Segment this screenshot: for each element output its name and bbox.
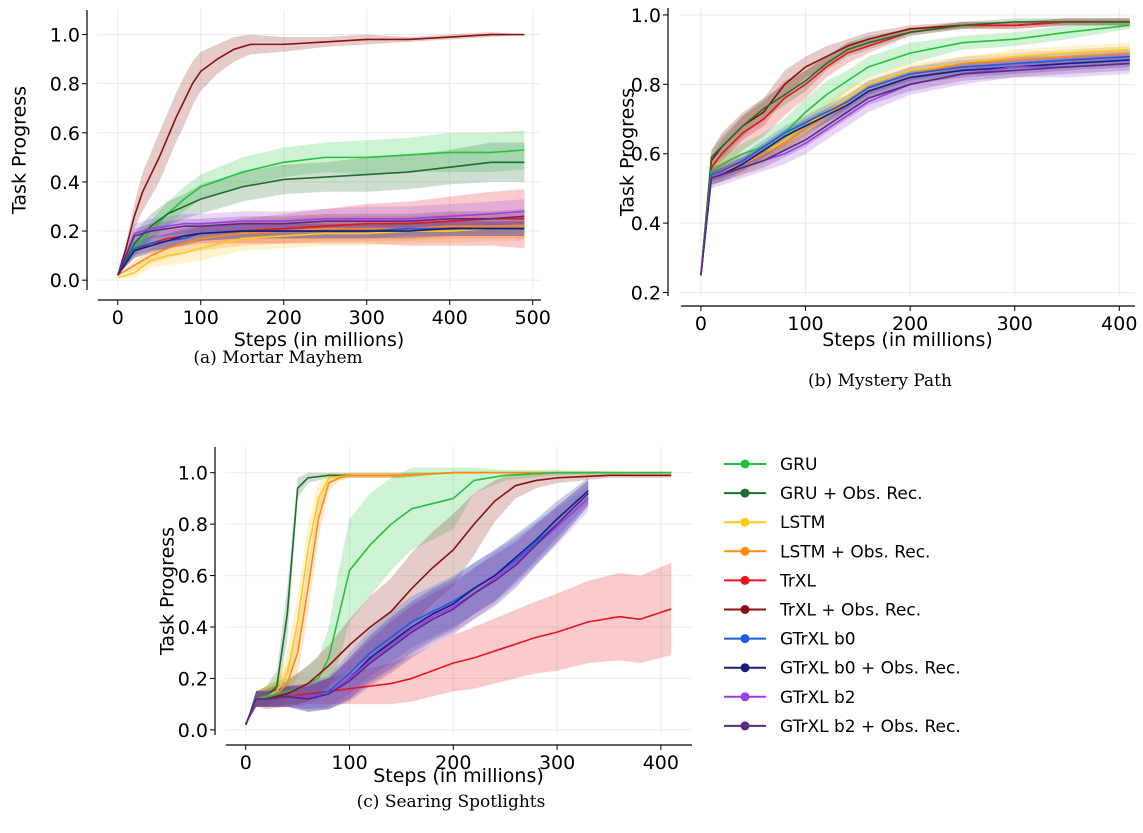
series-band <box>245 472 672 725</box>
legend-label: LSTM + Obs. Rec. <box>780 542 930 562</box>
series-band <box>245 477 589 725</box>
x-tick-label: 400 <box>643 752 679 774</box>
series-band <box>700 56 1130 276</box>
y-tick-label: 0.8 <box>631 74 661 96</box>
legend-label: TrXL + Obs. Rec. <box>779 601 921 621</box>
y-tick-label: 0.6 <box>178 566 208 588</box>
series-band <box>245 562 672 725</box>
legend-label: GTrXL b0 <box>780 630 856 650</box>
y-tick-label: 0.2 <box>178 668 208 690</box>
panel-caption: (a) Mortar Mayhem <box>193 348 362 368</box>
series-line <box>117 215 525 276</box>
legend-label: LSTM <box>780 513 825 533</box>
y-tick-label: 1.0 <box>50 25 80 47</box>
y-tick-label: 0.0 <box>178 720 208 742</box>
x-tick-label: 0 <box>112 307 124 329</box>
legend-marker <box>740 575 750 585</box>
legend-marker <box>740 517 750 527</box>
series-line <box>117 227 525 279</box>
series-line <box>116 33 525 276</box>
x-tick-label: 200 <box>435 752 471 774</box>
series-line <box>245 492 589 726</box>
x-tick-label: 500 <box>515 307 551 329</box>
x-tick-label: 0 <box>240 752 252 774</box>
x-tick-label: 300 <box>349 307 385 329</box>
legend-marker <box>740 692 750 702</box>
series-band <box>245 480 589 725</box>
legend-marker <box>740 459 750 469</box>
series-band <box>117 189 525 276</box>
y-axis-label: Task Progress <box>617 88 639 217</box>
series-band <box>117 221 525 276</box>
y-tick-label: 0.4 <box>178 617 208 639</box>
series-line <box>700 24 1130 276</box>
x-tick-label: 400 <box>1101 313 1137 335</box>
x-tick-label: 300 <box>539 752 575 774</box>
legend-label: GTrXL b0 + Obs. Rec. <box>780 659 961 679</box>
legend-label: GRU <box>780 455 817 475</box>
y-axis-label: Task Progress <box>9 86 31 215</box>
x-axis-label: Steps (in millions) <box>373 765 544 787</box>
y-tick-label: 1.0 <box>178 463 208 485</box>
legend-label: GTrXL b2 <box>780 688 856 708</box>
series-line <box>117 161 525 276</box>
series-line <box>117 225 525 276</box>
chart-panel-3: 0 100 200 300 400 0.0 0.2 0.4 0.6 0.8 1.0 Steps (in… <box>157 447 692 812</box>
y-tick-label: 0.8 <box>50 74 80 96</box>
series-line <box>700 21 1130 276</box>
series-band <box>117 142 525 276</box>
series-band <box>117 221 525 276</box>
legend-marker <box>740 488 750 498</box>
x-axis-label: Steps (in millions) <box>234 329 405 351</box>
x-tick-label: 0 <box>695 313 707 335</box>
legend-label: GTrXL b2 + Obs. Rec. <box>780 717 961 737</box>
series-line <box>117 210 525 276</box>
series-line <box>117 227 525 276</box>
y-tick-label: 0.2 <box>631 283 661 305</box>
panel-caption: (c) Searing Spotlights <box>357 792 546 812</box>
chart-panel-2: 0 100 200 300 400 0.2 0.4 0.6 0.8 1.0 Steps (in mi… <box>617 5 1138 391</box>
x-tick-label: 200 <box>266 307 302 329</box>
series-line <box>700 21 1130 276</box>
legend: GRU GRU + Obs. Rec. LSTM LSTM + Obs. Rec. Tr… <box>724 455 961 737</box>
series-band <box>245 467 672 725</box>
y-tick-label: 0.8 <box>178 514 208 536</box>
panel-caption: (b) Mystery Path <box>808 371 952 391</box>
x-tick-label: 400 <box>432 307 468 329</box>
legend-marker <box>740 605 750 614</box>
y-axis-label: Task Progress <box>157 527 179 656</box>
series-line <box>700 62 1130 276</box>
y-tick-label: 0.6 <box>50 123 80 145</box>
series-line <box>245 474 672 726</box>
series-line <box>245 471 672 726</box>
series-line <box>700 59 1130 276</box>
series-band <box>245 485 589 725</box>
series-line <box>700 55 1130 276</box>
legend-label: TrXL <box>779 571 817 591</box>
series-band <box>245 480 589 725</box>
x-tick-label: 100 <box>787 313 823 335</box>
legend-marker <box>740 721 750 731</box>
series-band <box>117 130 525 276</box>
y-tick-label: 0.4 <box>50 172 80 194</box>
legend-marker <box>740 546 750 556</box>
y-tick-label: 0.0 <box>50 270 80 292</box>
legend-marker <box>740 663 750 673</box>
x-tick-label: 100 <box>183 307 219 329</box>
x-axis-label: Steps (in millions) <box>822 329 993 351</box>
legend-label: GRU + Obs. Rec. <box>780 484 923 504</box>
x-tick-label: 300 <box>997 313 1033 335</box>
x-tick-label: 200 <box>892 313 928 335</box>
y-tick-label: 0.4 <box>631 213 661 235</box>
y-tick-label: 0.2 <box>50 221 80 243</box>
series-band <box>700 53 1130 276</box>
y-tick-label: 0.6 <box>631 144 661 166</box>
chart-panel-1: 0 100 200 300 400 500 0.0 0.2 0.4 0.6 0.8 1.0 Steps … <box>9 10 551 368</box>
legend-marker <box>740 634 750 644</box>
x-tick-label: 100 <box>331 752 367 774</box>
y-tick-label: 1.0 <box>631 5 661 27</box>
